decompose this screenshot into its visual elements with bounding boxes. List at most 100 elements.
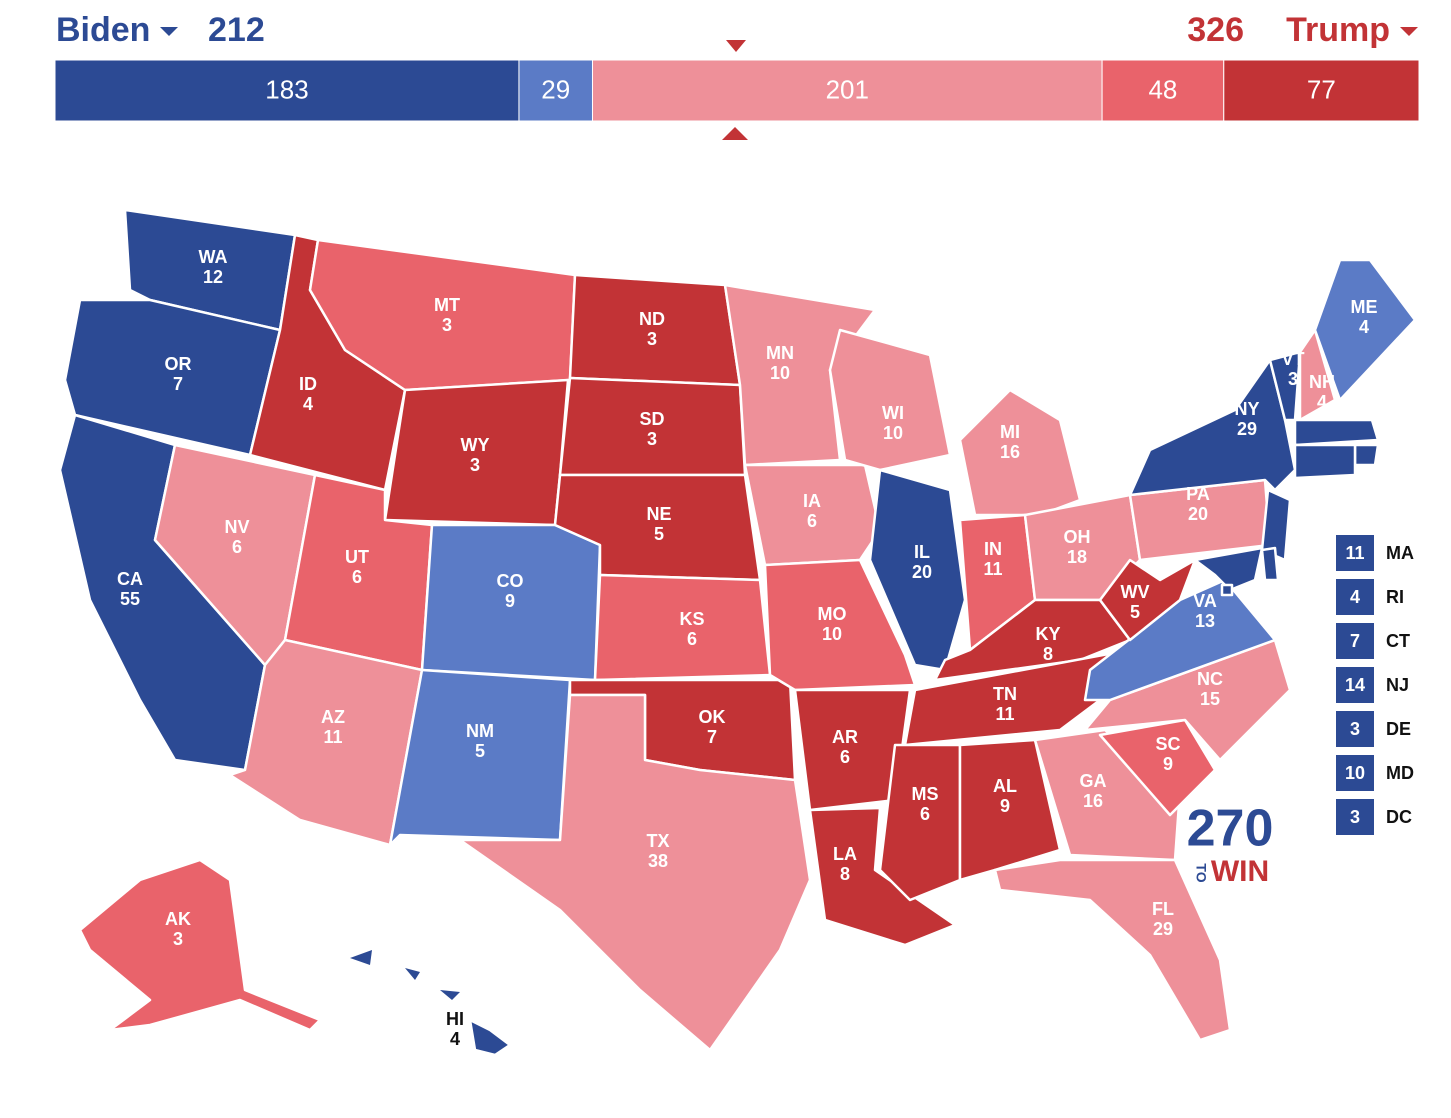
state-abbr: CO — [497, 571, 524, 591]
state-ev: 16 — [1000, 442, 1020, 462]
state-ev: 3 — [647, 429, 657, 449]
state-abbr: UT — [345, 547, 369, 567]
state[interactable] — [958, 738, 1062, 882]
state[interactable] — [468, 1018, 512, 1057]
island — [405, 968, 420, 980]
state[interactable] — [1353, 443, 1380, 467]
candidate-name[interactable]: Biden — [56, 11, 150, 49]
state[interactable] — [1293, 418, 1380, 447]
small-state-box[interactable] — [1336, 711, 1374, 747]
state-abbr: SC — [1155, 734, 1180, 754]
state-abbr: NY — [1234, 399, 1259, 419]
state-abbr: ID — [299, 374, 317, 394]
small-state-abbr: NJ — [1386, 675, 1409, 695]
state-abbr: PA — [1186, 484, 1210, 504]
dropdown-arrow[interactable] — [1400, 27, 1418, 36]
state-abbr: AL — [993, 776, 1017, 796]
state-ev: 6 — [352, 567, 362, 587]
state[interactable] — [1128, 358, 1297, 497]
logo-to: TO — [1193, 863, 1209, 882]
state-ev: 3 — [173, 929, 183, 949]
state-abbr: OR — [165, 354, 192, 374]
state-ev: 10 — [822, 624, 842, 644]
small-state-box[interactable] — [1336, 755, 1374, 791]
state[interactable] — [1260, 488, 1292, 562]
state-ev: 3 — [442, 315, 452, 335]
state-ev: 3 — [470, 455, 480, 475]
small-state-box[interactable] — [1336, 579, 1374, 615]
state-abbr: NH — [1309, 372, 1335, 392]
state-abbr: HI — [446, 1009, 464, 1029]
bar-segment — [54, 59, 520, 122]
state-abbr: IL — [914, 542, 930, 562]
state-ev: 13 — [1195, 611, 1215, 631]
state-ev: 5 — [475, 741, 485, 761]
state-abbr: AR — [832, 727, 858, 747]
state-abbr: NC — [1197, 669, 1223, 689]
state-abbr: GA — [1080, 771, 1107, 791]
state-ev: 6 — [232, 537, 242, 557]
state-ev: 10 — [883, 423, 903, 443]
state[interactable] — [743, 463, 882, 567]
state[interactable] — [808, 806, 957, 947]
state[interactable] — [993, 858, 1232, 1042]
state-abbr: MT — [434, 295, 460, 315]
state[interactable] — [723, 283, 877, 467]
small-state-box[interactable] — [1336, 799, 1374, 835]
state-abbr: VT — [1281, 349, 1304, 369]
state-abbr: SD — [639, 409, 664, 429]
dropdown-arrow[interactable] — [160, 27, 178, 36]
state-ev: 3 — [1288, 369, 1298, 389]
state[interactable] — [1298, 328, 1337, 422]
bar-segment — [518, 59, 593, 122]
state[interactable] — [878, 743, 962, 902]
state[interactable] — [1220, 583, 1234, 597]
bar-segment — [1101, 59, 1225, 122]
small-state-box[interactable] — [1336, 535, 1374, 571]
state-abbr: MN — [766, 343, 794, 363]
state-abbr: KY — [1035, 624, 1060, 644]
state-abbr: IN — [984, 539, 1002, 559]
state-ev: 6 — [920, 804, 930, 824]
state[interactable] — [903, 648, 1132, 747]
state-abbr: ND — [639, 309, 665, 329]
state-ev: 7 — [707, 727, 717, 747]
state-abbr: FL — [1152, 899, 1174, 919]
small-state-box[interactable] — [1336, 623, 1374, 659]
state-abbr: TX — [646, 831, 669, 851]
island — [350, 950, 372, 965]
state-abbr: MS — [912, 784, 939, 804]
small-state-abbr: DC — [1386, 807, 1412, 827]
state-abbr: AZ — [321, 707, 345, 727]
state-ev: 8 — [840, 864, 850, 884]
candidate-total: 212 — [208, 11, 265, 49]
state-ev: 4 — [450, 1029, 460, 1049]
state-ev: 4 — [303, 394, 313, 414]
state-ev: 9 — [505, 591, 515, 611]
small-state-ev: 14 — [1345, 675, 1365, 695]
state[interactable] — [763, 558, 917, 692]
state[interactable] — [828, 328, 952, 472]
state[interactable] — [1098, 718, 1217, 817]
state[interactable] — [958, 388, 1082, 517]
state[interactable] — [1313, 258, 1417, 402]
state[interactable] — [78, 858, 322, 1032]
state-abbr: CA — [117, 569, 143, 589]
state-abbr: MO — [818, 604, 847, 624]
state-abbr: NV — [224, 517, 249, 537]
state-ev: 9 — [1163, 754, 1173, 774]
state[interactable] — [1193, 546, 1264, 592]
state-ev: 6 — [840, 747, 850, 767]
candidate-name[interactable]: Trump — [1286, 11, 1390, 49]
state-ev: 4 — [1359, 317, 1369, 337]
state-ev: 10 — [770, 363, 790, 383]
state-abbr: LA — [833, 844, 857, 864]
state[interactable] — [1260, 546, 1280, 582]
state[interactable] — [458, 693, 812, 1052]
state[interactable] — [1293, 443, 1357, 480]
state-ev: 11 — [323, 727, 342, 747]
state[interactable] — [388, 668, 572, 847]
small-state-box[interactable] — [1336, 667, 1374, 703]
state-ev: 5 — [1130, 602, 1140, 622]
